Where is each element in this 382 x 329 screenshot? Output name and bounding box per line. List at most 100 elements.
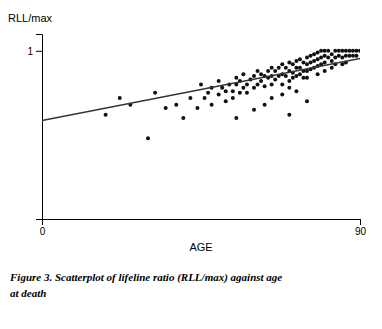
axis-line [36, 35, 43, 220]
point [270, 66, 274, 70]
point [280, 93, 284, 97]
point [291, 76, 295, 80]
point [284, 66, 288, 70]
point [153, 91, 157, 95]
point [312, 52, 316, 56]
point [245, 91, 249, 95]
point [234, 76, 238, 80]
point [266, 69, 270, 73]
point [298, 57, 302, 61]
point [146, 136, 150, 140]
point [259, 79, 263, 83]
point [347, 49, 351, 53]
point [256, 69, 260, 73]
point [316, 51, 320, 55]
point [245, 82, 249, 86]
point [259, 72, 263, 76]
point [351, 49, 355, 53]
point [217, 93, 221, 97]
x-axis-label: AGE [189, 241, 212, 253]
point [323, 49, 327, 53]
point [330, 66, 334, 70]
x-axis: 0 90 [40, 219, 367, 237]
point [319, 49, 323, 53]
tick: 1 [27, 46, 42, 57]
point [206, 91, 210, 95]
point [305, 76, 309, 80]
tick-mark [360, 219, 361, 225]
point [287, 79, 291, 83]
point [301, 61, 305, 65]
point [298, 72, 302, 76]
point [195, 106, 199, 110]
point [210, 103, 214, 107]
point [270, 82, 274, 86]
point [305, 99, 309, 103]
point [188, 96, 192, 100]
point [252, 108, 256, 112]
point [277, 66, 281, 70]
caption: Figure 3. Scatterplot of lifeline ratio … [9, 271, 282, 284]
point [287, 61, 291, 65]
point [347, 54, 351, 58]
point [298, 66, 302, 70]
point [330, 52, 334, 56]
point [358, 49, 360, 53]
point [224, 99, 228, 103]
point [220, 86, 224, 90]
point [203, 96, 207, 100]
point [224, 89, 228, 93]
point [238, 91, 242, 95]
point [280, 82, 284, 86]
point [284, 74, 288, 78]
point [252, 74, 256, 78]
point [164, 106, 168, 110]
point [273, 69, 277, 73]
point [309, 54, 313, 58]
tick-label: 90 [355, 226, 367, 237]
point [305, 56, 309, 60]
point [344, 54, 348, 58]
y-axis-label: RLL/max [8, 12, 53, 24]
plot-area: 0 90 1 [27, 35, 366, 238]
point [291, 62, 295, 66]
tick-label: 0 [40, 226, 46, 237]
point [319, 56, 323, 60]
point [263, 103, 267, 107]
point [234, 116, 238, 120]
regression-line [42, 58, 360, 120]
point [287, 113, 291, 117]
point [301, 76, 305, 80]
point [305, 62, 309, 66]
point [326, 56, 330, 60]
point [330, 59, 334, 63]
point [199, 82, 203, 86]
point [181, 116, 185, 120]
y-axis: 1 [27, 35, 42, 220]
caption: at death [10, 287, 46, 299]
point [174, 103, 178, 107]
point [333, 49, 337, 53]
scatter-series [104, 49, 360, 140]
point [354, 49, 358, 53]
point [340, 49, 344, 53]
point [351, 54, 355, 58]
point [118, 96, 122, 100]
point [241, 72, 245, 76]
point [323, 61, 327, 65]
point [256, 82, 260, 86]
axis-line [43, 220, 361, 226]
point [252, 86, 256, 90]
point [354, 54, 358, 58]
point [344, 49, 348, 53]
chart: 0 90 1 AGE RLL/max Figure 3. Scatterplot of l… [0, 0, 382, 329]
point [104, 113, 108, 117]
point [340, 56, 344, 60]
tick-label: 1 [27, 46, 33, 57]
point [337, 49, 341, 53]
tick-mark [36, 51, 42, 52]
point [312, 59, 316, 63]
point [270, 96, 274, 100]
point [294, 66, 298, 70]
point [294, 59, 298, 63]
